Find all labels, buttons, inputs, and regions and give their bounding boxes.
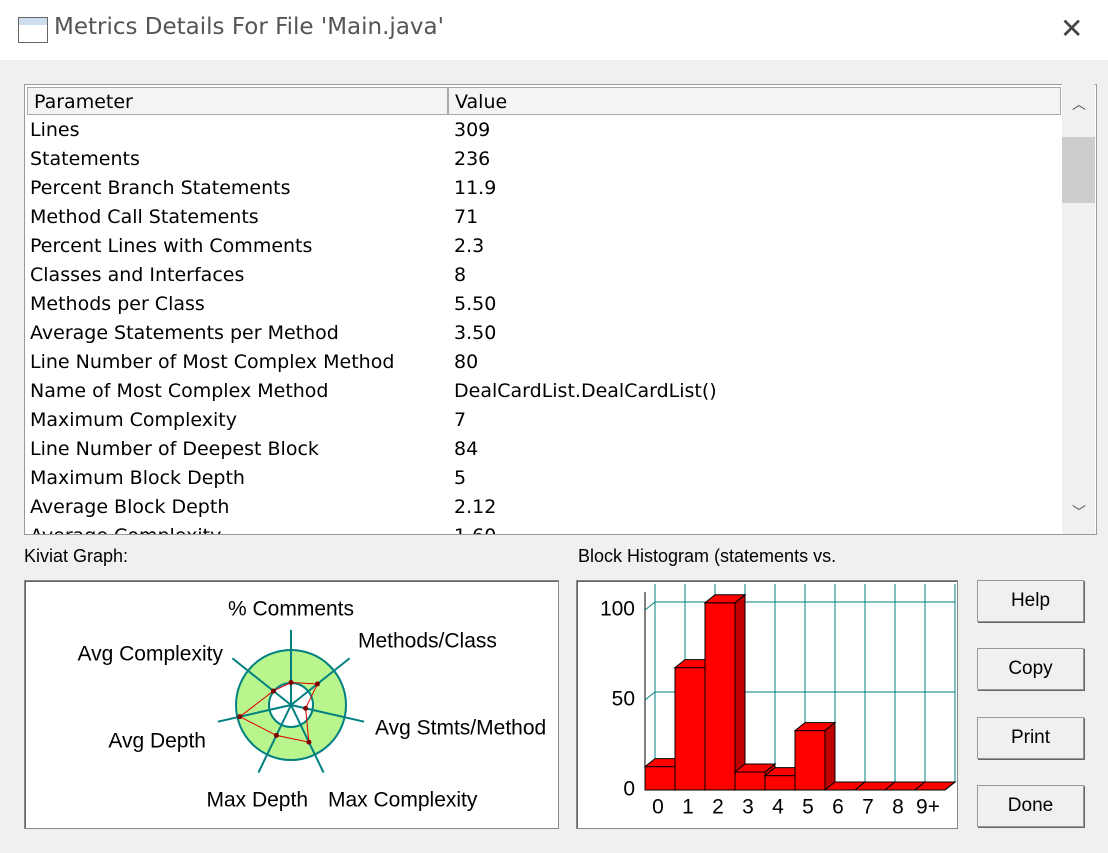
table-cell: Average Block Depth [30,496,230,518]
axis-label: Max Complexity [328,789,478,812]
x-tick-label: 4 [772,796,784,819]
kiviat-point [273,732,279,738]
table-cell: 71 [454,206,479,228]
axis-label: % Comments [228,598,354,621]
table-cell: 309 [454,119,491,141]
table-cell: Average Complexity [30,525,221,534]
x-tick-label: 9+ [916,796,940,819]
scrollbar[interactable]: ︿ ﹀ [1062,84,1095,534]
x-tick-label: 0 [652,796,664,819]
axis-label: Avg Stmts/Method [375,717,546,740]
bar-side [734,593,746,792]
histogram-label: Block Histogram (statements vs. [578,546,837,566]
table-cell: 2.12 [454,496,497,518]
table-cell: Line Number of Deepest Block [30,438,319,460]
kiviat-point [314,681,320,687]
table-cell: Statements [30,148,140,170]
table-cell: Methods per Class [30,293,205,315]
bar [794,730,826,791]
table-cell: Method Call Statements [30,206,259,228]
table-cell: Line Number of Most Complex Method [30,351,395,373]
column-header[interactable]: Parameter [27,87,448,115]
axis-label: Avg Complexity [77,643,223,666]
kiviat-label: Kiviat Graph: [24,546,129,566]
table-cell: 11.9 [454,177,497,199]
close-button[interactable]: ✕ [1060,12,1084,45]
done-button[interactable]: Done [977,785,1084,827]
x-tick-label: 8 [892,796,904,819]
table-cell: Average Statements per Method [30,322,339,344]
app-icon [18,17,48,43]
grid-line [644,691,656,701]
table-cell: 80 [454,351,479,373]
table-cell: Percent Lines with Comments [30,235,313,257]
x-tick-label: 2 [712,796,724,819]
title-bar: Metrics Details For File 'Main.java' ✕ [0,0,1108,60]
x-tick-label: 5 [802,796,814,819]
kiviat-axis [231,657,292,706]
scroll-up[interactable]: ︿ [1072,97,1086,113]
bar [764,775,796,791]
kiviat-point [303,705,309,711]
table-cell: 84 [454,438,479,460]
kiviat-point [306,739,312,745]
y-tick-label: 50 [612,688,635,711]
help-button[interactable]: Help [977,580,1084,622]
table-cell: 2.3 [454,235,485,257]
table-cell: Name of Most Complex Method [30,380,329,402]
y-tick-label: 100 [600,598,635,621]
kiviat-point [288,680,294,685]
kiviat-axis [217,704,292,723]
window-title: Metrics Details For File 'Main.java' [54,14,444,40]
copy-button[interactable]: Copy [977,648,1084,690]
table-cell: 7 [454,409,467,431]
table-cell: 5 [454,467,467,489]
kiviat-axis [257,704,292,774]
scroll-down[interactable]: ﹀ [1072,505,1086,521]
bar-side [944,781,956,791]
bar [674,667,706,791]
column-header[interactable]: Value [448,87,1061,115]
kiviat-axis [290,657,351,706]
kiviat-point [237,714,243,720]
metrics-table: Parameter Value Lines 309 Statements 236 Per… [24,84,1097,535]
kiviat-axis [290,704,325,774]
table-cell: 5.50 [454,293,497,315]
table-cell: Maximum Block Depth [30,467,245,489]
y-tick-label: 0 [623,778,635,801]
x-tick-label: 6 [832,796,844,819]
bar [644,766,676,791]
table-cell: 1.60 [454,525,496,534]
x-tick-label: 7 [862,796,874,819]
table-cell: Classes and Interfaces [30,264,245,286]
kiviat-axis [290,704,365,723]
bar [734,771,766,791]
table-cell: Maximum Complexity [30,409,237,431]
table-cell: 3.50 [454,322,497,344]
table-cell: 8 [454,264,467,286]
kiviat-point [270,688,276,694]
x-tick-label: 3 [742,796,754,819]
axis-label: Avg Depth [108,730,206,753]
table-cell: Lines [30,119,80,141]
bar-side [824,721,836,792]
scroll-thumb[interactable] [1062,137,1095,203]
table-cell: 236 [454,148,491,170]
print-button[interactable]: Print [977,717,1084,759]
grid-line [644,601,656,611]
axis-label: Max Depth [206,789,308,812]
kiviat-polygon [238,681,319,743]
table-cell: DealCardList.DealCardList() [454,380,717,402]
x-tick-label: 1 [682,796,694,819]
axis-label: Methods/Class [358,630,497,653]
table-cell: Percent Branch Statements [30,177,291,199]
bar [704,602,736,791]
